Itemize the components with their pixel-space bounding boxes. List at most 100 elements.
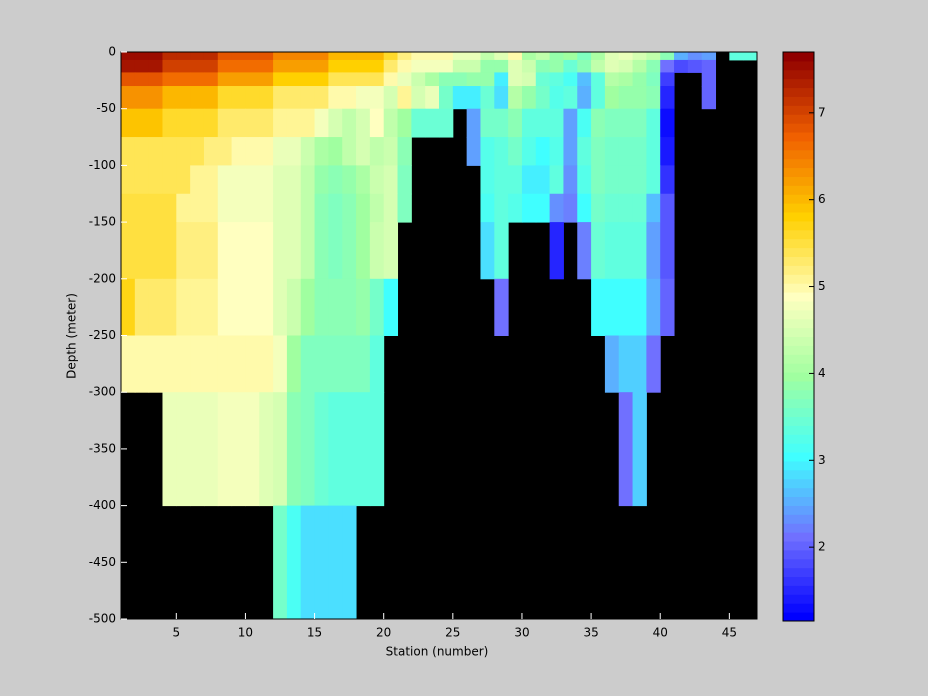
y-tick-label: -50 bbox=[96, 101, 116, 115]
heatmap-cell bbox=[356, 52, 371, 61]
heatmap-cell bbox=[604, 137, 620, 166]
heatmap-cell bbox=[259, 59, 274, 73]
heatmap-cell bbox=[439, 86, 454, 110]
heatmap-cell bbox=[591, 193, 606, 223]
heatmap-cell bbox=[190, 52, 205, 61]
colorbar-swatch bbox=[783, 345, 814, 355]
colorbar-swatch bbox=[783, 487, 814, 498]
colorbar-swatch bbox=[783, 158, 814, 169]
heatmap-cell bbox=[203, 137, 219, 166]
y-tick-label: -250 bbox=[89, 328, 116, 342]
heatmap-cell bbox=[549, 72, 564, 87]
heatmap-cell bbox=[259, 72, 274, 87]
colorbar-swatch bbox=[783, 229, 814, 240]
colorbar-swatch bbox=[783, 96, 814, 106]
heatmap-cell bbox=[342, 335, 357, 393]
heatmap-cell bbox=[356, 86, 371, 110]
heatmap-cell bbox=[604, 86, 620, 110]
heatmap-cell bbox=[259, 392, 274, 507]
colorbar-swatch bbox=[783, 407, 814, 418]
y-tick-label: -300 bbox=[89, 385, 116, 399]
heatmap-cell bbox=[618, 108, 634, 138]
heatmap-cell bbox=[217, 86, 233, 110]
heatmap-cell bbox=[549, 137, 564, 166]
heatmap-cell bbox=[535, 72, 551, 87]
colorbar-tick-label: 2 bbox=[818, 540, 826, 554]
heatmap-cell bbox=[535, 86, 551, 110]
colorbar-swatch bbox=[783, 567, 814, 578]
heatmap-cell bbox=[273, 392, 288, 507]
heatmap-cell bbox=[646, 165, 661, 195]
heatmap-cell bbox=[604, 335, 620, 393]
heatmap-cell bbox=[162, 72, 177, 87]
colorbar-swatch bbox=[783, 132, 814, 142]
heatmap-cell bbox=[646, 335, 661, 393]
colorbar-swatch bbox=[783, 69, 814, 80]
heatmap-cell bbox=[369, 222, 385, 280]
colorbar-swatch bbox=[783, 194, 814, 204]
heatmap-cell bbox=[342, 392, 357, 507]
heatmap-cell bbox=[314, 86, 329, 110]
colorbar-swatch bbox=[783, 105, 814, 115]
heatmap-cell bbox=[231, 59, 246, 73]
heatmap-cell bbox=[203, 52, 219, 61]
heatmap-cell bbox=[314, 392, 329, 507]
heatmap-cell bbox=[397, 193, 412, 223]
heatmap-cell bbox=[549, 108, 564, 138]
heatmap-cell bbox=[176, 222, 191, 280]
colorbar-swatch bbox=[783, 220, 814, 231]
heatmap-cell bbox=[604, 222, 620, 280]
heatmap-cell bbox=[176, 193, 191, 223]
heatmap-cell bbox=[369, 59, 385, 73]
heatmap-cell bbox=[245, 108, 260, 138]
heatmap-cell bbox=[190, 222, 205, 280]
heatmap-cell bbox=[508, 86, 523, 110]
heatmap-cell bbox=[190, 278, 205, 336]
heatmap-cell bbox=[162, 278, 177, 336]
heatmap-cell bbox=[494, 52, 509, 61]
heatmap-cell bbox=[134, 335, 150, 393]
heatmap-cell bbox=[203, 165, 219, 195]
heatmap-cell bbox=[231, 392, 246, 507]
heatmap-cell bbox=[356, 278, 371, 336]
heatmap-cell bbox=[134, 108, 150, 138]
x-tick-label: 15 bbox=[307, 626, 322, 640]
heatmap-cell bbox=[286, 59, 302, 73]
heatmap-cell bbox=[300, 165, 316, 195]
heatmap-cell bbox=[356, 108, 371, 138]
heatmap-cell bbox=[383, 59, 399, 73]
heatmap-cell bbox=[286, 193, 302, 223]
heatmap-cell bbox=[314, 137, 329, 166]
heatmap-cell bbox=[328, 222, 343, 280]
heatmap-cell bbox=[577, 165, 592, 195]
heatmap-cell bbox=[162, 52, 177, 61]
heatmap-cell bbox=[203, 222, 219, 280]
heatmap-cell bbox=[632, 108, 647, 138]
heatmap-cell bbox=[342, 222, 357, 280]
heatmap-cell bbox=[604, 108, 620, 138]
y-tick-label: -450 bbox=[89, 555, 116, 569]
heatmap-cell bbox=[397, 72, 412, 87]
heatmap-cell bbox=[148, 108, 163, 138]
heatmap-cell bbox=[591, 108, 606, 138]
heatmap-cell bbox=[591, 137, 606, 166]
heatmap-cell bbox=[521, 165, 537, 195]
heatmap-cell bbox=[342, 72, 357, 87]
heatmap-cell bbox=[190, 193, 205, 223]
heatmap-cell bbox=[217, 72, 233, 87]
heatmap-cell bbox=[162, 86, 177, 110]
heatmap-cell bbox=[148, 335, 163, 393]
x-tick-label: 20 bbox=[376, 626, 391, 640]
heatmap-cell bbox=[425, 52, 440, 61]
heatmap-cell bbox=[508, 137, 523, 166]
heatmap-cell bbox=[591, 59, 606, 73]
heatmap-cell bbox=[162, 165, 177, 195]
heatmap-cell bbox=[259, 193, 274, 223]
heatmap-cell bbox=[618, 59, 634, 73]
heatmap-cell bbox=[148, 137, 163, 166]
heatmap-cell bbox=[300, 278, 316, 336]
colorbar-swatch bbox=[783, 265, 814, 275]
heatmap-cell bbox=[521, 193, 537, 223]
heatmap-cell bbox=[286, 278, 302, 336]
heatmap-cell bbox=[660, 193, 675, 223]
